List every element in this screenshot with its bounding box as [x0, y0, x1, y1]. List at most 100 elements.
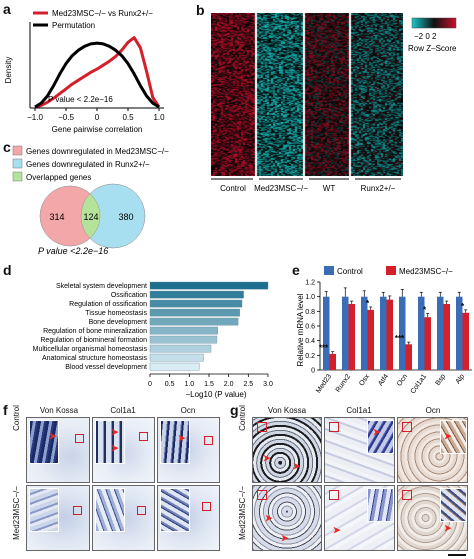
g-col-col1a1: Col1a1: [346, 406, 372, 415]
e-category-label: Alp: [455, 373, 467, 385]
x-tick: 1.0: [153, 113, 165, 122]
f-inset: [95, 420, 125, 464]
go-term-label: Regulation of bone mineralization: [43, 328, 147, 335]
e-significance: *: [461, 302, 465, 311]
x-tick-labels: −1.0 −0.5 0 0.5 1.0: [27, 108, 165, 122]
go-bar: [149, 308, 240, 317]
g-roi-box: [402, 490, 412, 500]
f-roi-box: [204, 436, 213, 445]
panel-c-label: c: [3, 139, 11, 155]
e-y-axis-label: Relative mRNA level: [296, 293, 305, 366]
arrow-icon: ➤: [281, 533, 289, 543]
legend-swatch-med23: [386, 266, 396, 275]
legend-swatch-overlap: [12, 171, 23, 182]
f-row-control: Control: [12, 405, 21, 431]
panel-f-label: f: [3, 402, 8, 418]
e-y-tick-label: 0: [311, 368, 315, 375]
venn-count-left: 314: [49, 212, 64, 222]
f-roi-box: [137, 506, 146, 515]
density-line-permutation: [34, 41, 160, 109]
f-image-control-col1a1: ➤ ➤: [92, 417, 155, 483]
e-category-label: Col1a1: [410, 373, 429, 395]
x-tick: 0.5: [122, 113, 134, 122]
go-enrichment-chart: Skeletal system development Ossification R…: [33, 281, 273, 399]
mrna-bar-chart: Control Med23MSC−/− Relative mRNA level …: [296, 266, 472, 395]
g-image-med23-col1a1: ➤: [324, 485, 395, 551]
venn-count-right: 380: [118, 212, 133, 222]
g-inset: [440, 420, 467, 454]
d-x-tick-label: 3.0: [263, 381, 273, 388]
venn-panel: Genes downregulated in Med23MSC−/− Genes…: [12, 145, 169, 256]
f-roi-box: [73, 506, 82, 515]
legend-label-med23: Genes downregulated in Med23MSC−/−: [26, 147, 169, 156]
e-bar-control: [399, 296, 406, 370]
density-chart: Med23MSC−/− vs Runx2+/− Permutation Dens…: [4, 9, 165, 134]
f-inset: [95, 488, 125, 532]
density-line-med23: [34, 36, 161, 109]
g-col-ocn: Ocn: [425, 406, 441, 415]
e-bar-med23: [348, 304, 355, 370]
d-x-axis-label: −Log10 (P value): [185, 390, 246, 399]
f-inset: [160, 488, 190, 532]
go-bar: [149, 353, 204, 362]
heatmap-color-key: −2 0 2 Row Z–Score: [408, 17, 457, 53]
g-row-control: Control: [238, 405, 247, 431]
e-significance: *: [423, 306, 427, 315]
go-bar: [149, 299, 243, 308]
f-image-control-vonkossa: ➤: [26, 417, 90, 483]
go-bar: [149, 344, 212, 353]
f-col-vonkossa: Von Kossa: [39, 406, 79, 415]
x-axis-label: Gene pairwise correlation: [52, 125, 143, 134]
go-term-label: Skeletal system development: [56, 283, 147, 290]
heatmap: [211, 13, 403, 176]
go-term-label: Multicellular organismal homeostasis: [33, 346, 148, 353]
e-category-label: Ocn: [396, 373, 409, 388]
d-x-tick-label: 0.5: [165, 381, 175, 388]
g-roi-box: [257, 422, 267, 432]
arrow-icon: ➤: [263, 453, 271, 463]
heatmap-column-labels: Control Med23MSC−/− WT Runx2+/−: [211, 178, 401, 193]
g-image-control-vonkossa: ➤ ➤: [252, 417, 322, 483]
d-x-tick-label: 1.0: [184, 381, 194, 388]
x-tick: −1.0: [27, 113, 43, 122]
e-category-label: Runx2: [335, 373, 352, 394]
g-roi-box: [329, 422, 339, 432]
f-image-med23-vonkossa: [26, 485, 90, 551]
p-value-annotation: P value < 2.2e−16: [48, 95, 113, 104]
go-term-label: Tissue homeostasis: [85, 310, 147, 317]
e-y-tick-label: 1.2: [305, 280, 315, 287]
d-x-tick-label: 2.0: [224, 381, 234, 388]
arrow-icon: ➤: [178, 433, 186, 443]
e-bar-control: [437, 296, 444, 370]
f-inset: [29, 488, 59, 532]
arrow-icon: ➤: [444, 431, 452, 441]
legend-swatch-control: [324, 266, 334, 275]
e-significance: ***: [395, 334, 405, 343]
e-category-label: Med23: [315, 373, 333, 395]
heatmap-col-runx2: Runx2+/−: [361, 184, 396, 193]
g-roi-box: [257, 490, 267, 500]
f-roi-box: [75, 434, 84, 443]
go-term-label: Regulation of biomineral formation: [40, 337, 147, 344]
e-category-label: Atf4: [377, 373, 390, 387]
legend-label-permutation: Permutation: [52, 21, 95, 30]
e-bar-med23: [405, 344, 412, 370]
go-bar: [149, 326, 218, 335]
f-inset: [29, 420, 59, 464]
f-col-ocn: Ocn: [180, 406, 196, 415]
g-roi-box: [402, 422, 412, 432]
legend-swatch-runx2: [12, 158, 23, 169]
x-tick: 0: [95, 113, 100, 122]
e-bar-med23: [367, 309, 374, 370]
f-image-control-ocn: ➤: [157, 417, 220, 483]
legend-label-control: Control: [337, 267, 363, 276]
arrow-icon: ➤: [444, 523, 452, 533]
f-row-med23: Med23MSC−/−: [12, 486, 21, 540]
f-roi-box: [202, 502, 211, 511]
legend-label-runx2: Genes downregulated in Runx2+/−: [26, 160, 150, 169]
d-x-tick-label: 1.5: [204, 381, 214, 388]
heatmap-col-control: Control: [220, 184, 246, 193]
panel-a-label: a: [3, 1, 11, 17]
e-category-label: Bsp: [434, 373, 447, 387]
e-bar-med23: [329, 353, 336, 370]
